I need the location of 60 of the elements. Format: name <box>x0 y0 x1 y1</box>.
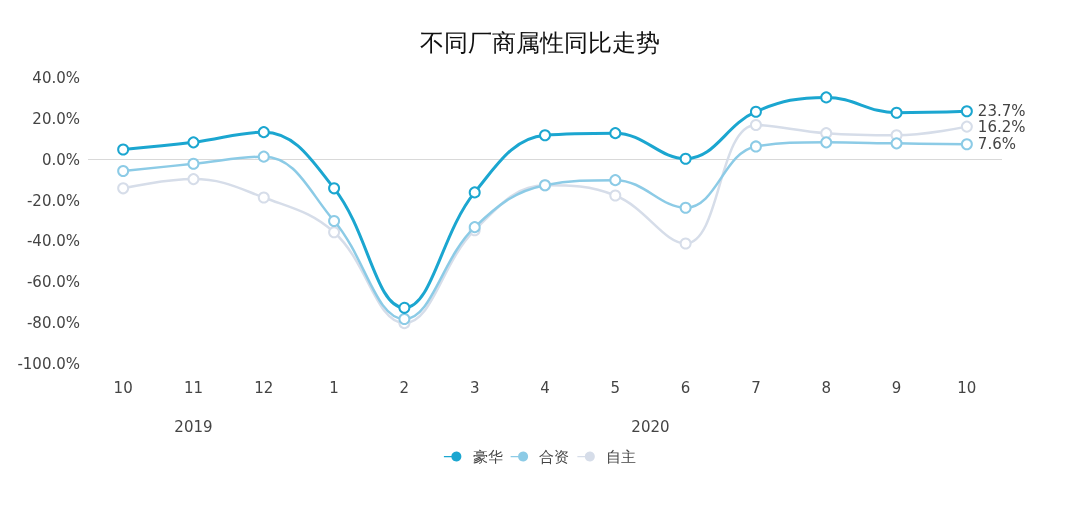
x-tick-label: 11 <box>183 378 204 397</box>
chart-title: 不同厂商属性同比走势 <box>420 29 660 57</box>
x-tick-label: 5 <box>610 378 621 397</box>
point <box>187 173 200 186</box>
point <box>749 118 762 131</box>
x-tick-label: 10 <box>957 378 977 397</box>
point <box>398 313 411 326</box>
point <box>187 157 200 170</box>
point <box>257 150 270 163</box>
point <box>257 126 270 139</box>
y-tick-label: -20.0% <box>26 191 80 210</box>
point <box>328 226 341 239</box>
point <box>609 174 622 187</box>
y-tick-label: 20.0% <box>32 109 80 128</box>
point <box>679 152 692 165</box>
data-label: 7.6% <box>977 135 1016 154</box>
point <box>398 301 411 314</box>
point <box>539 129 551 142</box>
y-tick-label: -40.0% <box>26 232 80 251</box>
x-tick-label: 10 <box>113 378 133 397</box>
legend-label: 合资 <box>539 447 570 466</box>
point <box>117 164 130 177</box>
text: 2019 <box>174 417 213 436</box>
legend-label: 豪华 <box>472 447 503 466</box>
x-tick-label: 3 <box>469 378 480 397</box>
point <box>328 215 341 227</box>
point <box>328 182 341 195</box>
point <box>820 136 833 149</box>
x-tick-label: 9 <box>891 378 902 397</box>
point <box>117 182 130 195</box>
x-tick-label: 1 <box>329 378 339 397</box>
point <box>468 186 481 199</box>
y-tick-label: -80.0% <box>26 314 80 333</box>
point <box>749 105 762 118</box>
x-tick-label: 8 <box>821 378 831 397</box>
y-tick-label: -60.0% <box>26 273 80 292</box>
point <box>749 140 762 153</box>
point <box>960 120 973 133</box>
x-tick-label: 2 <box>399 378 410 397</box>
point <box>187 136 200 149</box>
legend-label: 自主 <box>606 447 637 466</box>
point <box>117 143 130 156</box>
x-tick-label: 4 <box>540 378 550 397</box>
x-tick-label: 12 <box>254 378 274 397</box>
point <box>890 137 903 150</box>
text: 2020 <box>631 417 670 436</box>
x-tick-label: 7 <box>751 378 761 397</box>
point <box>890 106 903 119</box>
point <box>820 91 833 104</box>
y-tick-label: -100.0% <box>17 355 80 373</box>
point <box>960 105 973 118</box>
point <box>679 201 692 214</box>
point <box>679 237 692 250</box>
x-tick-label: 6 <box>680 378 691 397</box>
point <box>960 138 973 151</box>
point <box>257 191 270 204</box>
y-tick-label: 0.0% <box>41 150 80 169</box>
point <box>609 127 622 140</box>
y-tick-label: 40.0% <box>32 69 80 87</box>
point <box>609 189 622 202</box>
